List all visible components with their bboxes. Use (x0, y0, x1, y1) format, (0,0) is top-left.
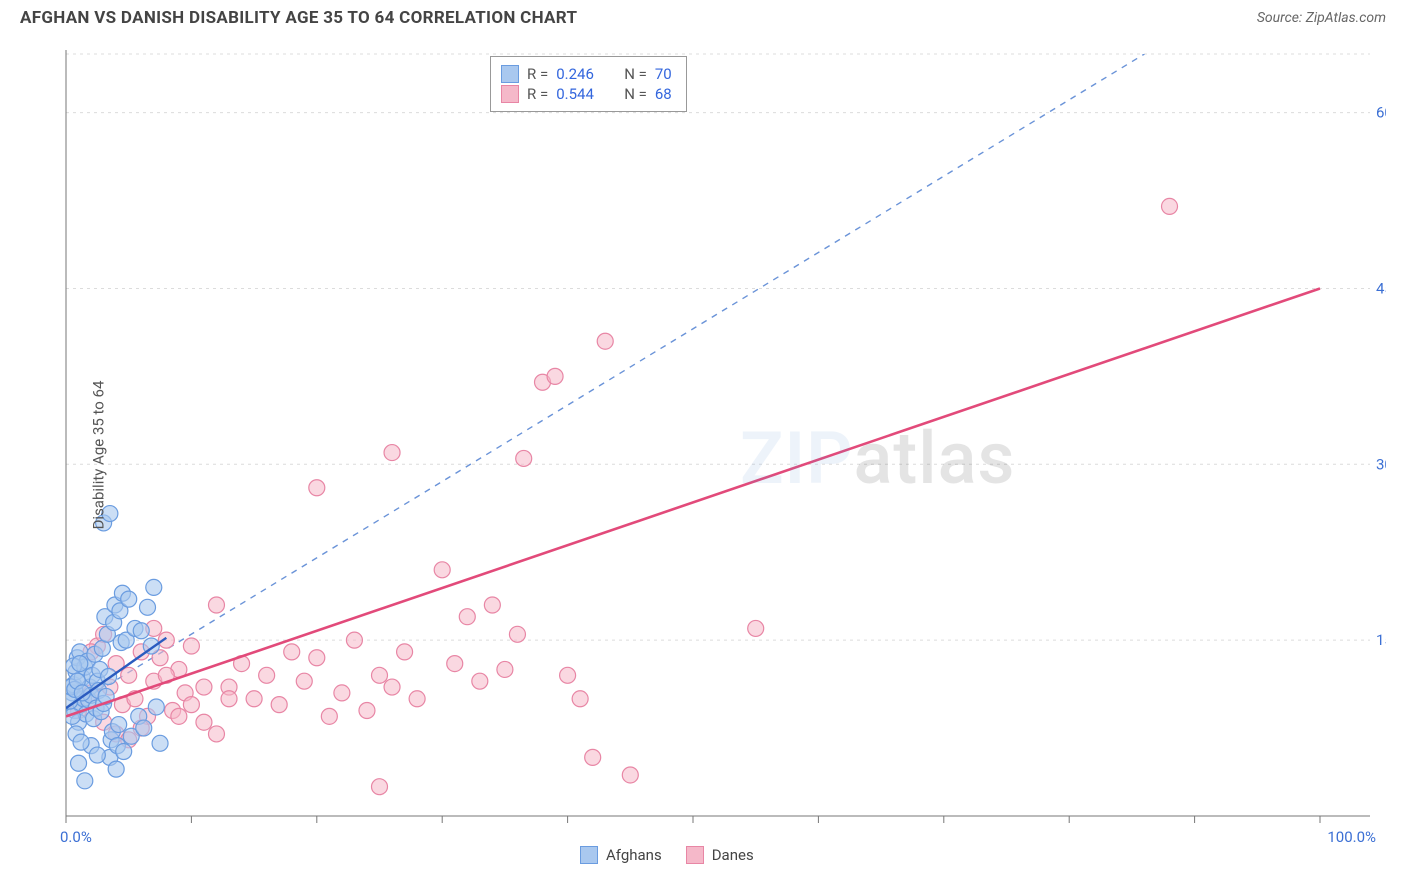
legend-swatch-danes (501, 85, 519, 103)
source-name: ZipAtlas.com (1306, 10, 1386, 26)
series-swatch-afghans (580, 846, 598, 864)
source-attribution: Source: ZipAtlas.com (1257, 10, 1386, 26)
correlation-legend: R = 0.246 N = 70 R = 0.544 N = 68 (490, 56, 687, 112)
series-label-danes: Danes (712, 846, 754, 864)
n-value-afghans: 70 (655, 65, 672, 83)
svg-text:100.0%: 100.0% (1327, 828, 1376, 846)
legend-swatch-afghans (501, 65, 519, 83)
legend-row-afghans: R = 0.246 N = 70 (501, 65, 672, 83)
r-value-danes: 0.544 (556, 85, 608, 103)
svg-text:30.0%: 30.0% (1376, 455, 1386, 473)
svg-text:60.0%: 60.0% (1376, 104, 1386, 122)
source-prefix: Source: (1257, 10, 1306, 26)
r-label: R = (527, 65, 548, 83)
legend-row-danes: R = 0.544 N = 68 (501, 85, 672, 103)
series-legend: Afghans Danes (580, 846, 754, 864)
scatter-chart: 15.0% 30.0% 45.0% 60.0% 0.0% 100.0% (20, 46, 1386, 864)
y-axis-label: Disability Age 35 to 64 (89, 381, 107, 530)
n-label: N = (624, 65, 647, 83)
chart-container: { "header": { "title": "AFGHAN VS DANISH… (0, 0, 1406, 892)
series-legend-danes: Danes (686, 846, 754, 864)
chart-area: Disability Age 35 to 64 15.0% 30.0% 45.0% 6… (20, 46, 1386, 864)
r-label: R = (527, 85, 548, 103)
n-value-danes: 68 (655, 85, 672, 103)
series-legend-afghans: Afghans (580, 846, 662, 864)
series-swatch-danes (686, 846, 704, 864)
n-label: N = (624, 85, 647, 103)
series-label-afghans: Afghans (606, 846, 662, 864)
r-value-afghans: 0.246 (556, 65, 608, 83)
svg-text:0.0%: 0.0% (60, 828, 92, 846)
svg-text:45.0%: 45.0% (1376, 279, 1386, 297)
svg-text:15.0%: 15.0% (1376, 631, 1386, 649)
chart-title: AFGHAN VS DANISH DISABILITY AGE 35 TO 64… (20, 8, 577, 28)
chart-header: AFGHAN VS DANISH DISABILITY AGE 35 TO 64… (0, 0, 1406, 38)
